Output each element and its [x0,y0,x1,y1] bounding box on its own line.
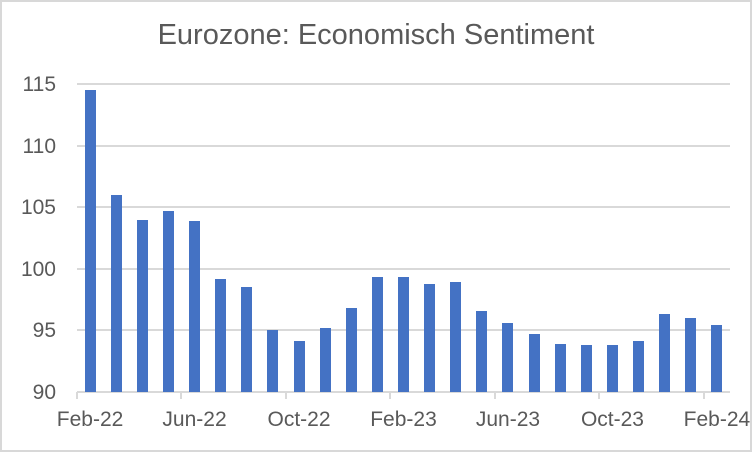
x-axis-tick [180,392,183,399]
bar [110,194,122,392]
plot-area [77,83,730,393]
bar [319,327,331,392]
chart-title: Eurozone: Economisch Sentiment [157,19,595,51]
y-axis-label: 100 [20,257,56,281]
bar [633,341,645,392]
x-axis-label: Feb-23 [370,408,437,431]
y-axis-label: 95 [32,319,56,343]
bar [528,334,540,392]
bar [450,282,462,392]
bar [659,314,671,392]
y-axis-label: 90 [32,381,56,404]
bar [580,345,592,392]
bar [267,330,279,392]
bar [606,345,618,392]
bar [84,90,96,392]
x-axis-label: Jun-23 [475,408,541,431]
x-axis-label: Oct-22 [267,408,331,431]
bar [189,220,201,392]
bar [685,318,697,392]
y-axis-label: 110 [22,134,56,158]
bar [162,210,174,392]
bar [293,341,305,392]
x-axis-label: Feb-24 [683,408,751,431]
bar [345,308,357,392]
gridline [77,267,730,270]
bar [136,219,148,392]
gridline [77,206,730,209]
x-axis-tick [702,392,705,399]
bar [554,343,566,392]
x-axis-tick [493,392,496,399]
bar [371,277,383,392]
x-axis-tick [598,392,601,399]
bar [711,325,723,392]
bar [241,287,253,392]
x-axis-label: Oct-23 [580,408,644,431]
gridline [77,144,730,147]
x-axis-tick [284,392,287,399]
y-axis-label: 115 [22,73,56,96]
bar [476,310,488,392]
bar [424,283,436,392]
bar [398,277,409,392]
y-axis-label: 105 [20,196,56,220]
x-axis-line [77,391,730,393]
x-axis-label: Jun-22 [162,408,227,431]
x-axis-tick [76,392,78,399]
gridline [77,83,730,85]
x-axis-tick [389,392,392,399]
bar [502,323,514,392]
bar [215,278,227,392]
x-axis-label: Feb-22 [56,408,124,431]
